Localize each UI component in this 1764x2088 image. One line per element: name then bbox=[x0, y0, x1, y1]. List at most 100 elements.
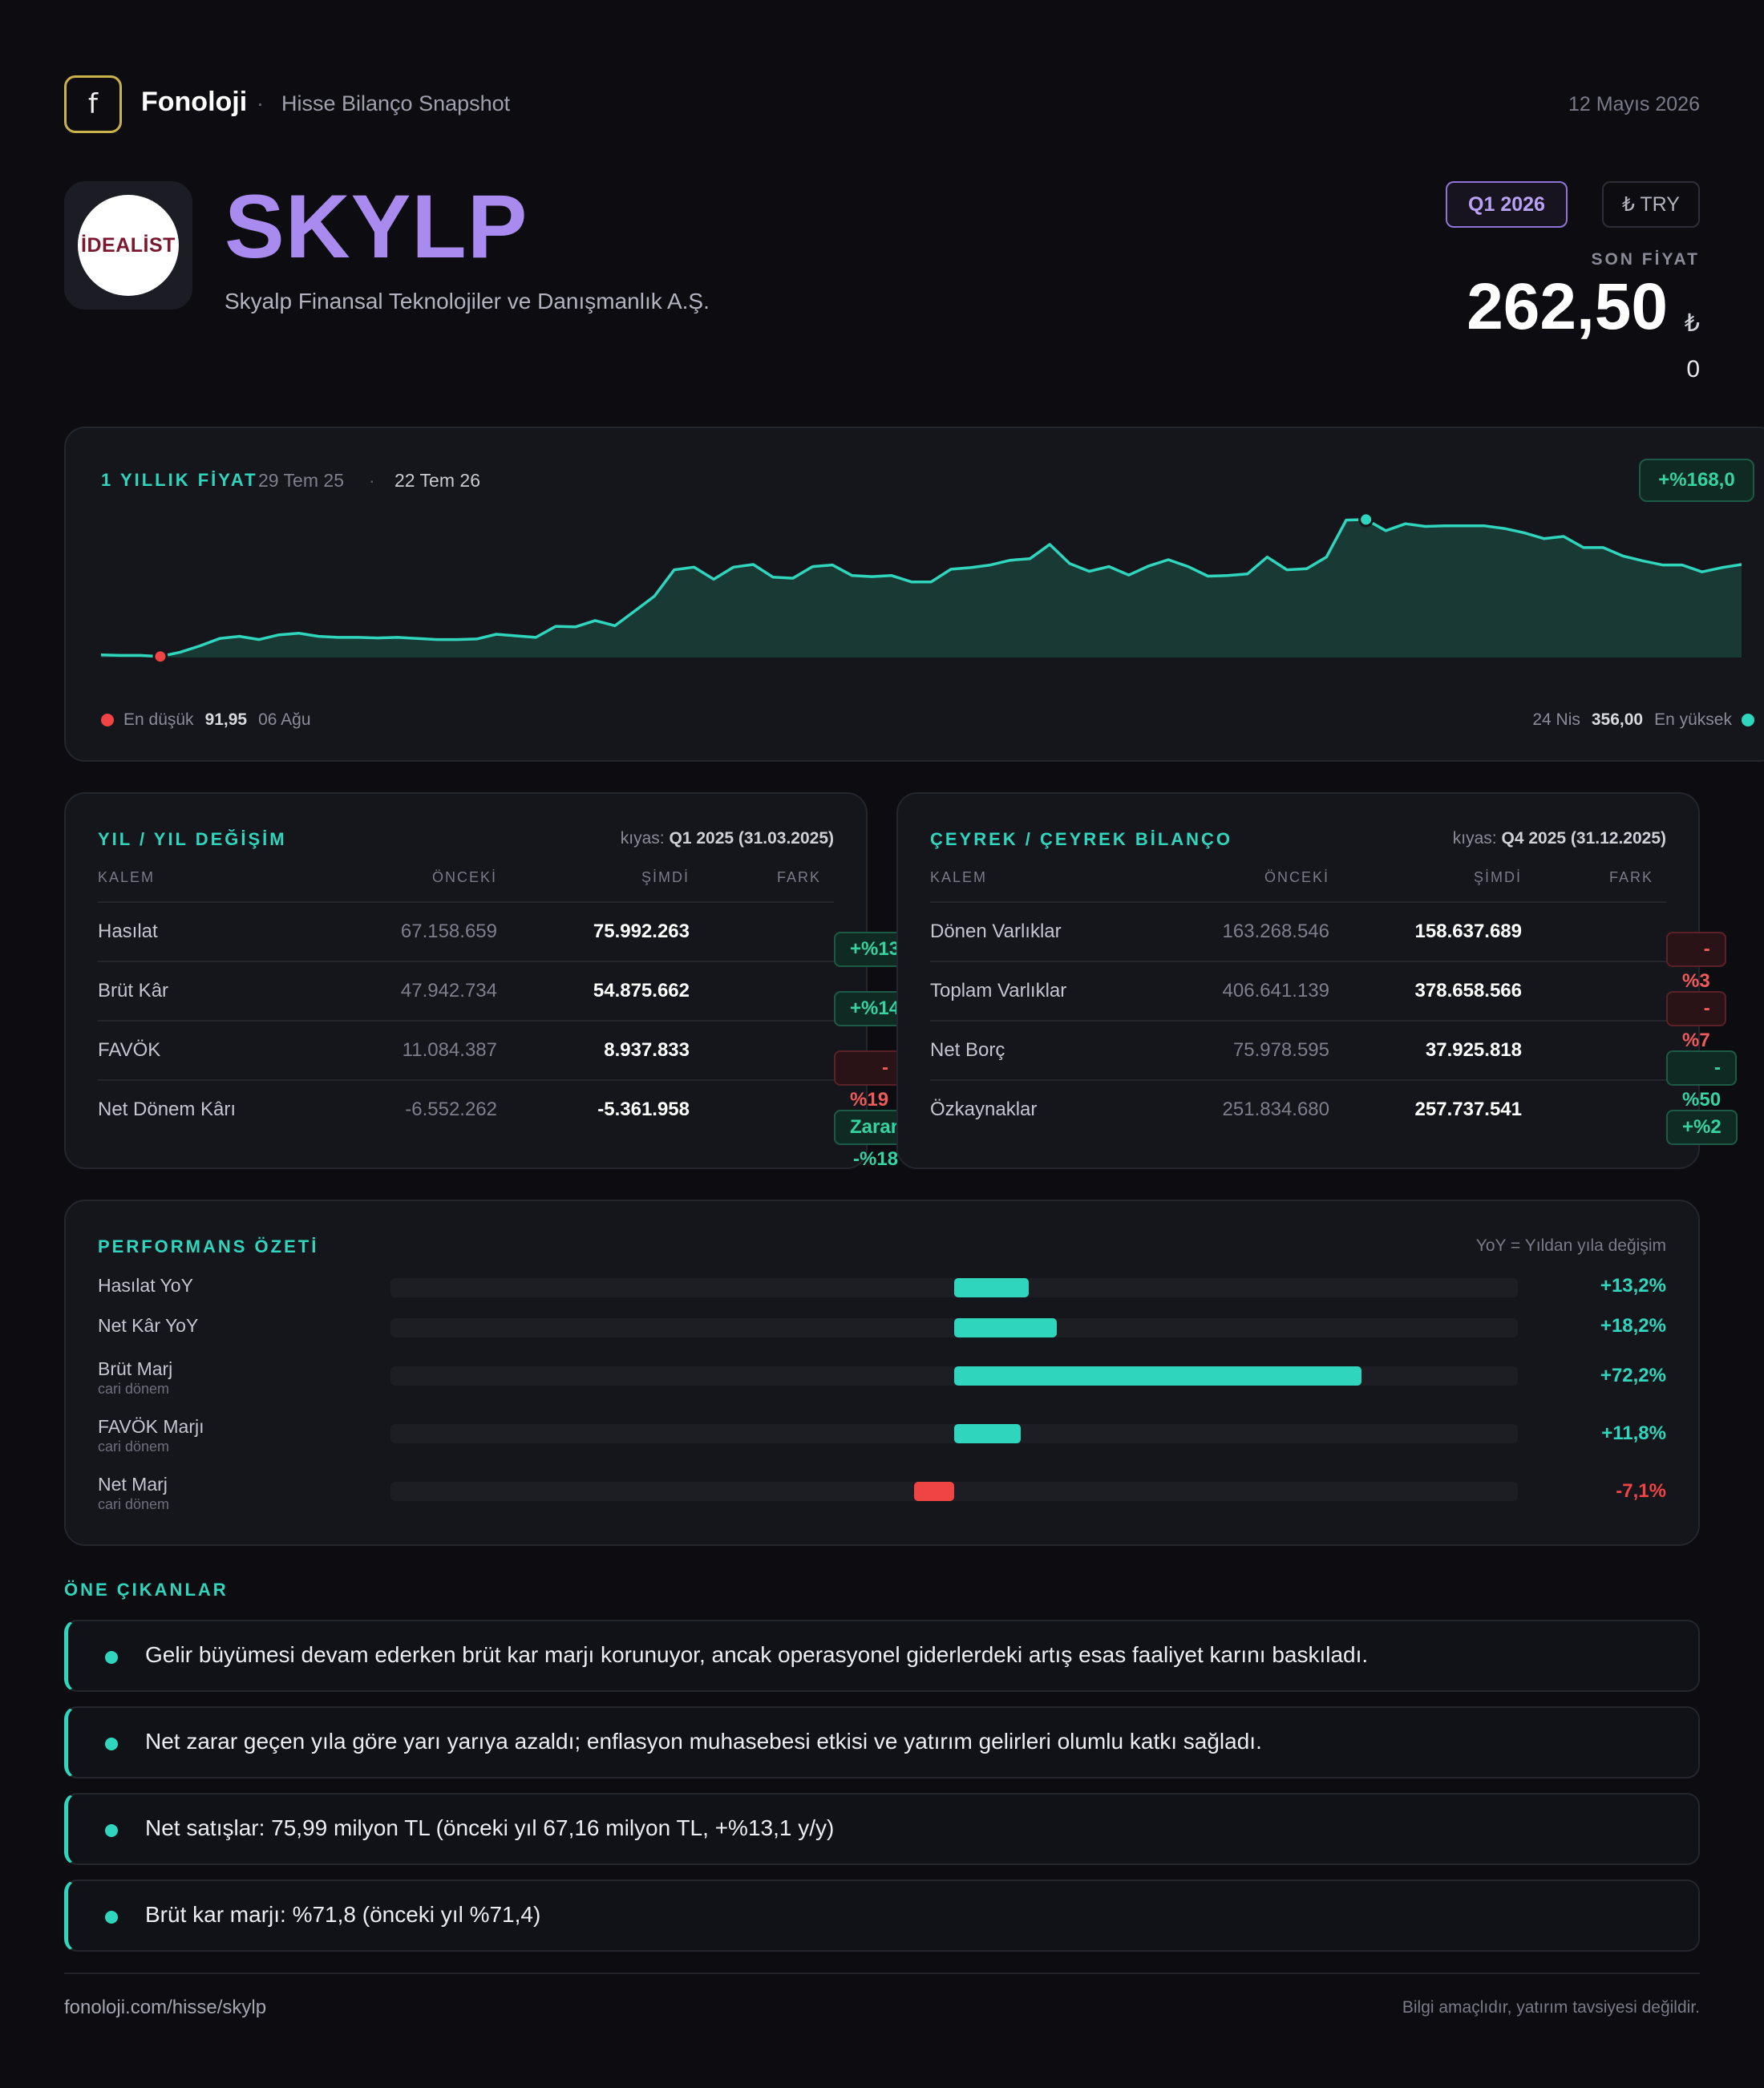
table-row[interactable]: Özkaynaklar 251.834.680 257.737.541 +%2 bbox=[930, 1079, 1738, 1145]
row-onceki: 11.084.387 bbox=[402, 1039, 497, 1061]
performance-label: Net Marj bbox=[98, 1474, 168, 1495]
row-fark-badge: -%7 bbox=[1666, 991, 1726, 1051]
high-label: En yüksek bbox=[1654, 710, 1732, 729]
performance-value: +18,2% bbox=[1600, 1315, 1666, 1337]
performance-row-favok-marji: FAVÖK Marjı cari dönem +11,8% bbox=[98, 1416, 1666, 1456]
performance-sublabel: cari dönem bbox=[98, 1439, 170, 1455]
brand-separator: · bbox=[257, 91, 264, 115]
high-dot-icon bbox=[1742, 714, 1754, 726]
yoy-header-simdi: ŞİMDİ bbox=[641, 869, 690, 885]
performance-row-brut-marj: Brüt Marj cari dönem +72,2% bbox=[98, 1358, 1666, 1398]
performance-sublabel: cari dönem bbox=[98, 1496, 170, 1512]
row-onceki: -6.552.262 bbox=[405, 1099, 497, 1120]
footer-url[interactable]: fonoloji.com/hisse/skylp bbox=[64, 1997, 267, 2018]
highlight-text: Net satışlar: 75,99 milyon TL (önceki yı… bbox=[145, 1815, 835, 1840]
low-label: En düşük bbox=[123, 710, 194, 729]
row-onceki: 251.834.680 bbox=[1222, 1099, 1329, 1120]
low-summary: En düşük 91,95 06 Ağu bbox=[101, 710, 311, 730]
qoq-header-kalem: KALEM bbox=[930, 869, 988, 885]
bullet-icon bbox=[105, 1651, 118, 1664]
performance-row-net-marj: Net Marj cari dönem -7,1% bbox=[98, 1474, 1666, 1514]
currency-pill[interactable]: ₺ TRY bbox=[1602, 181, 1700, 228]
performance-value: +72,2% bbox=[1600, 1365, 1666, 1386]
stock-hero: İDEALİST SKYLP Skyalp Finansal Teknoloji… bbox=[64, 176, 1700, 406]
performance-bar bbox=[954, 1278, 1029, 1297]
performance-label: Brüt Marj bbox=[98, 1358, 173, 1379]
performance-value: +11,8% bbox=[1601, 1422, 1666, 1444]
highlight-text: Gelir büyümesi devam ederken brüt kar ma… bbox=[145, 1642, 1369, 1667]
table-row[interactable]: Net Borç 75.978.595 37.925.818 -%50 bbox=[930, 1020, 1738, 1111]
table-row[interactable]: Hasılat 67.158.659 75.992.263 +%13 bbox=[98, 901, 916, 967]
performance-row-hasilat: Hasılat YoY +13,2% bbox=[98, 1275, 1666, 1315]
row-fark-badge: -%19 bbox=[834, 1050, 905, 1111]
row-kalem: FAVÖK bbox=[98, 1039, 161, 1061]
row-onceki: 47.942.734 bbox=[400, 980, 497, 1002]
price-area-chart[interactable] bbox=[101, 508, 1742, 725]
ticker-symbol: SKYLP bbox=[225, 176, 528, 277]
qoq-header: KALEM ÖNCEKİ ŞİMDİ FARK bbox=[930, 869, 1666, 892]
last-price-change: 0 bbox=[1686, 356, 1700, 382]
performance-track bbox=[390, 1366, 1518, 1386]
row-simdi: 37.925.818 bbox=[1425, 1039, 1522, 1061]
row-kalem: Özkaynaklar bbox=[930, 1099, 1038, 1120]
performance-card: PERFORMANS ÖZETİ YoY = Yıldan yıla değiş… bbox=[64, 1200, 1700, 1546]
footer-disclaimer: Bilgi amaçlıdır, yatırım tavsiyesi değil… bbox=[1402, 1998, 1700, 2017]
company-name: Skyalp Finansal Teknolojiler ve Danışman… bbox=[225, 289, 710, 314]
report-date: 12 Mayıs 2026 bbox=[1568, 93, 1700, 115]
table-row[interactable]: FAVÖK 11.084.387 8.937.833 -%19 bbox=[98, 1020, 905, 1111]
performance-track bbox=[390, 1482, 1518, 1501]
performance-bar bbox=[954, 1366, 1361, 1386]
price-area-fill bbox=[101, 519, 1742, 658]
yoy-compare-value: Q1 2025 (31.03.2025) bbox=[669, 829, 835, 848]
row-kalem: Hasılat bbox=[98, 921, 158, 942]
row-onceki: 406.641.139 bbox=[1222, 980, 1329, 1002]
performance-value: -7,1% bbox=[1616, 1480, 1666, 1502]
brand-subtitle: · Hisse Bilanço Snapshot bbox=[257, 91, 510, 116]
qoq-card: ÇEYREK / ÇEYREK BİLANÇO kıyas: Q4 2025 (… bbox=[896, 792, 1738, 1169]
table-row[interactable]: Brüt Kâr 47.942.734 54.875.662 +%14 bbox=[98, 961, 916, 1026]
row-simdi: 75.992.263 bbox=[593, 921, 690, 942]
company-logo-text: İDEALİST bbox=[81, 233, 176, 257]
table-row[interactable]: Toplam Varlıklar 406.641.139 378.658.566… bbox=[930, 961, 1726, 1051]
yoy-title: YIL / YIL DEĞİŞİM bbox=[98, 829, 287, 849]
row-kalem: Brüt Kâr bbox=[98, 980, 169, 1002]
period-pill[interactable]: Q1 2026 bbox=[1446, 181, 1568, 228]
yoy-header: KALEM ÖNCEKİ ŞİMDİ FARK bbox=[98, 869, 834, 892]
row-simdi: 54.875.662 bbox=[593, 980, 690, 1002]
performance-track bbox=[390, 1318, 1518, 1337]
low-value: 91,95 bbox=[204, 710, 248, 729]
price-change-badge: +%168,0 bbox=[1639, 459, 1754, 502]
low-dot-icon bbox=[101, 714, 114, 726]
performance-bar bbox=[914, 1482, 954, 1501]
fonoloji-logo[interactable]: f bbox=[64, 75, 122, 133]
high-summary: 24 Nis 356,00 En yüksek bbox=[1532, 710, 1754, 730]
row-fark-badge: -%3 bbox=[1666, 932, 1726, 992]
performance-row-net-kar: Net Kâr YoY +18,2% bbox=[98, 1315, 1666, 1355]
highlight-text: Brüt kar marjı: %71,8 (önceki yıl %71,4) bbox=[145, 1902, 541, 1927]
company-logo: İDEALİST bbox=[64, 181, 192, 310]
row-kalem: Toplam Varlıklar bbox=[930, 980, 1067, 1002]
yoy-compare-label: kıyas: bbox=[620, 829, 665, 848]
table-row[interactable]: Net Dönem Kârı -6.552.262 -5.361.958 Zar… bbox=[98, 1079, 915, 1170]
row-onceki: 163.268.546 bbox=[1222, 921, 1329, 942]
performance-label: FAVÖK Marjı bbox=[98, 1416, 204, 1437]
low-point-marker bbox=[152, 649, 168, 665]
yoy-header-onceki: ÖNCEKİ bbox=[431, 869, 497, 885]
price-line bbox=[101, 518, 1742, 658]
yoy-header-kalem: KALEM bbox=[98, 869, 156, 885]
yoy-compare: kıyas: Q1 2025 (31.03.2025) bbox=[621, 829, 834, 848]
table-row[interactable]: Dönen Varlıklar 163.268.546 158.637.689 … bbox=[930, 901, 1726, 992]
high-point-marker bbox=[1358, 512, 1374, 528]
performance-value: +13,2% bbox=[1600, 1275, 1666, 1297]
price-chart-from-date: 29 Tem 25 bbox=[258, 470, 344, 491]
high-date: 24 Nis bbox=[1532, 710, 1580, 729]
price-chart-card: 1 YILLIK FİYAT 29 Tem 25 · 22 Tem 26 +%1… bbox=[64, 427, 1764, 762]
price-chart-title: 1 YILLIK FİYAT bbox=[101, 470, 258, 490]
performance-label: Net Kâr YoY bbox=[98, 1315, 199, 1336]
performance-bar bbox=[954, 1424, 1021, 1443]
footer-divider bbox=[64, 1973, 1700, 1974]
qoq-header-onceki: ÖNCEKİ bbox=[1264, 869, 1329, 885]
brand-name[interactable]: Fonoloji bbox=[141, 87, 248, 117]
highlight-item: Net zarar geçen yıla göre yarı yarıya az… bbox=[64, 1706, 1700, 1778]
brand-subtitle-text: Hisse Bilanço Snapshot bbox=[281, 91, 511, 115]
